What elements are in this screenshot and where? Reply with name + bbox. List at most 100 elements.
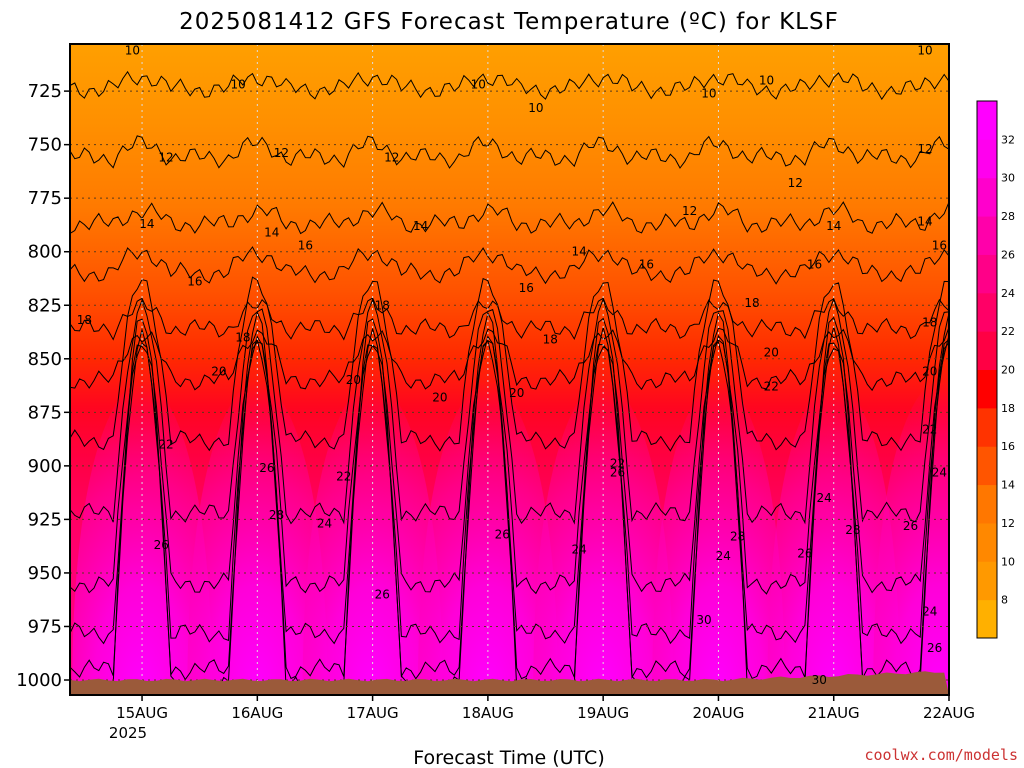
colorbar-segment [977, 522, 997, 562]
contour-lines [70, 70, 949, 695]
contour-label: 20 [764, 345, 779, 359]
colorbar-label: 8 [1001, 594, 1008, 607]
contour-label: 12 [788, 176, 803, 190]
colorbar-label: 28 [1001, 210, 1015, 223]
colorbar-segment [977, 369, 997, 409]
contour-label: 10 [471, 78, 486, 92]
contour-label: 12 [158, 150, 173, 164]
contour-label: 20 [211, 365, 226, 379]
contour-label: 28 [730, 530, 745, 544]
contour-label: 16 [932, 238, 947, 252]
colorbar-label: 32 [1001, 133, 1015, 146]
colorbar-segment [977, 484, 997, 524]
colorbar-label: 18 [1001, 402, 1015, 415]
colorbar-label: 26 [1001, 248, 1015, 261]
colorbar-segment [977, 177, 997, 217]
contour-label: 10 [701, 86, 716, 100]
y-tick-label: 750 [28, 135, 62, 156]
contour-label: 24 [572, 542, 587, 556]
y-tick-label: 725 [28, 81, 62, 102]
x-tick-label: 15AUG [116, 704, 168, 722]
contour-label: 22 [922, 422, 937, 436]
y-tick-label: 850 [28, 349, 62, 370]
contour-label: 24 [932, 465, 947, 479]
x-year-label: 2025 [109, 724, 147, 742]
contour-label: 18 [543, 333, 558, 347]
colorbar-segment [977, 139, 997, 179]
x-tick-label: 18AUG [462, 704, 514, 722]
contour-label: 10 [125, 43, 140, 57]
contour-label: 16 [187, 275, 202, 289]
contour-18 [70, 297, 949, 341]
y-tick-label: 775 [28, 188, 62, 209]
colorbar-segment [977, 254, 997, 294]
x-tick-label: 19AUG [577, 704, 629, 722]
contour-label: 18 [235, 330, 250, 344]
contour-label: 16 [519, 281, 534, 295]
contour-label: 14 [264, 225, 279, 239]
y-tick-label: 900 [28, 456, 62, 477]
contour-label: 14 [413, 219, 428, 233]
contour-20 [70, 327, 949, 392]
contour-label: 20 [432, 390, 447, 404]
contour-26 [70, 334, 949, 595]
contour-label: 24 [922, 604, 937, 618]
contour-label: 16 [807, 258, 822, 272]
contour-label: 20 [922, 365, 937, 379]
contour-label: 22 [764, 380, 779, 394]
colorbar-segment [977, 292, 997, 332]
contour-label: 18 [77, 313, 92, 327]
x-tick-label: 22AUG [923, 704, 975, 722]
contour-label: 18 [744, 296, 759, 310]
y-tick-label: 975 [28, 616, 62, 637]
contour-16 [70, 246, 949, 285]
colorbar-frame [976, 100, 998, 639]
contour-label: 10 [230, 78, 245, 92]
colorbar-label: 14 [1001, 479, 1015, 492]
contour-label: 22 [610, 457, 625, 471]
colorbar-segment [977, 561, 997, 601]
contour-label: 24 [716, 549, 731, 563]
contour-label: 22 [336, 470, 351, 484]
contour-label: 26 [610, 465, 625, 479]
contour-label: 10 [759, 73, 774, 87]
x-axis-label: Forecast Time (UTC) [413, 747, 604, 768]
contour-label: 14 [572, 245, 587, 259]
contour-label: 14 [826, 219, 841, 233]
colorbar-segment [977, 216, 997, 255]
contour-label: 26 [259, 461, 274, 475]
x-tick-label: 20AUG [692, 704, 744, 722]
y-tick-label: 825 [28, 295, 62, 316]
y-tick-label: 925 [28, 509, 62, 530]
y-tick-label: 800 [28, 242, 62, 263]
ground-surface [70, 671, 949, 695]
colorbar-segment [977, 599, 997, 639]
contour-label: 26 [154, 538, 169, 552]
colorbar: 8 10 12 14 16 18 20 22 24 26 28 30 32 [976, 100, 1015, 639]
colorbar-label: 30 [1001, 172, 1015, 185]
colorbar-segment [977, 101, 997, 140]
contour-label: 30 [696, 613, 711, 627]
colorbar-label: 24 [1001, 287, 1015, 300]
daily-maxima-layer [72, 380, 949, 695]
contour-label: 26 [375, 587, 390, 601]
contour-label: 26 [903, 519, 918, 533]
contour-label: 26 [797, 547, 812, 561]
contour-14 [70, 201, 949, 235]
colorbar-label: 16 [1001, 440, 1015, 453]
contour-label: 24 [317, 517, 332, 531]
contour-label: 14 [139, 217, 154, 231]
x-axis: 15AUG 16AUG 17AUG 18AUG 19AUG 20AUG 21AUG 22AUG [116, 695, 975, 722]
y-tick-label: 950 [28, 563, 62, 584]
plot-frame [69, 43, 950, 696]
contour-label: 14 [917, 215, 932, 229]
contour-label: 20 [346, 373, 361, 387]
contour-label: 26 [495, 527, 510, 541]
contour-label: 30 [812, 673, 827, 687]
y-axis: 725 750 775 800 825 850 875 900 925 950 975 1000 [16, 81, 70, 691]
contour-label: 12 [682, 204, 697, 218]
colorbar-label: 22 [1001, 325, 1015, 338]
